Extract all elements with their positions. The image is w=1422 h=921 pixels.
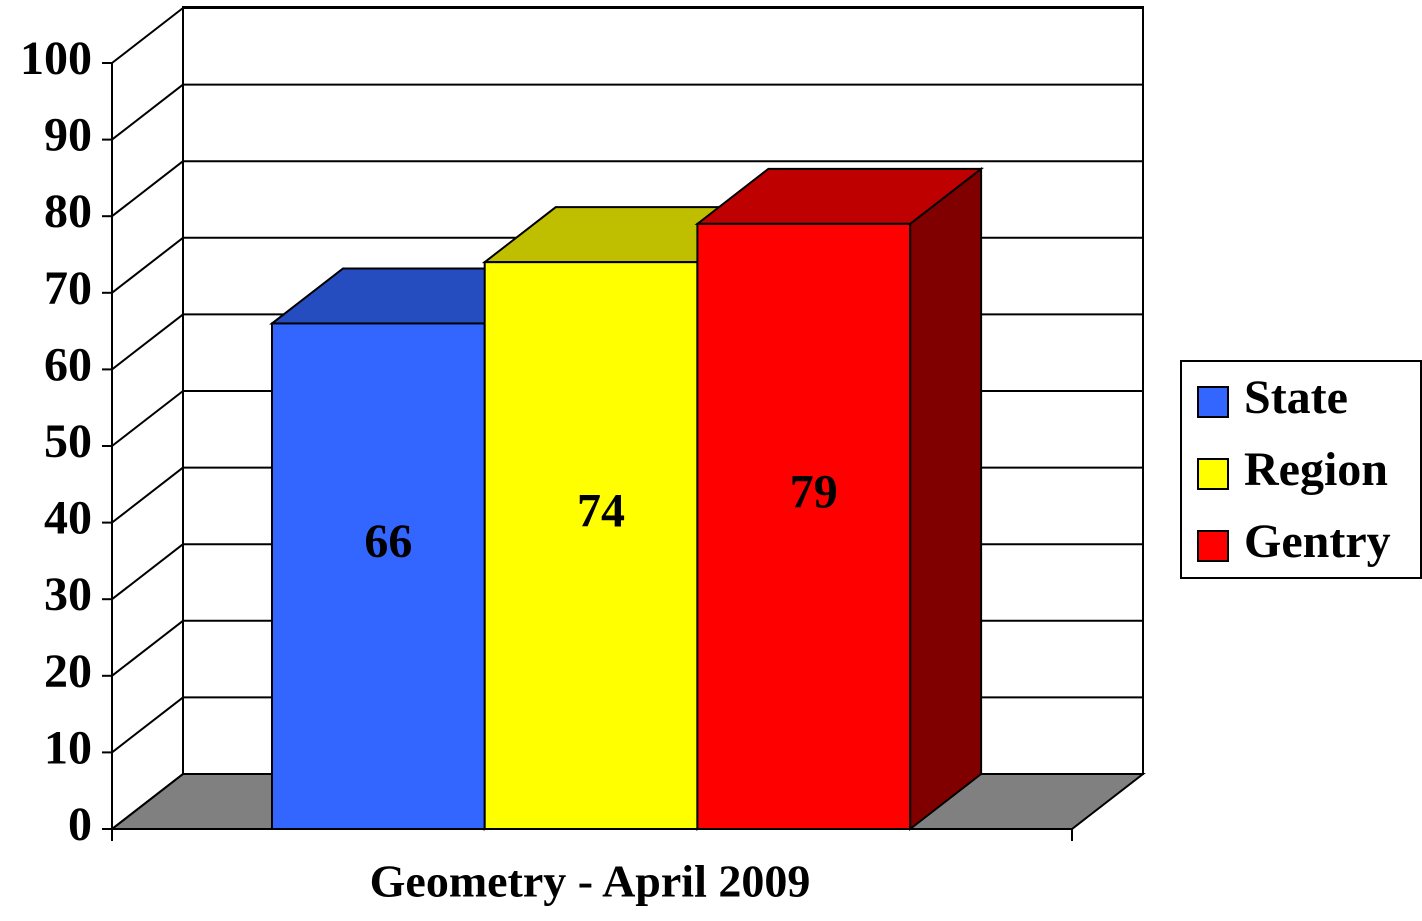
x-tick-label: Geometry - April 2009 xyxy=(370,856,811,907)
grid-line xyxy=(111,390,184,447)
bar xyxy=(696,222,912,831)
legend-label: State xyxy=(1244,371,1348,424)
legend-label: Region xyxy=(1244,443,1388,496)
y-tick-label: 0 xyxy=(68,798,92,851)
y-tick-label: 10 xyxy=(44,721,92,774)
grid-line xyxy=(111,696,184,754)
y-tick-label: 100 xyxy=(20,32,92,85)
bar xyxy=(483,261,699,831)
grid-line xyxy=(111,466,184,524)
legend-label: Gentry xyxy=(1244,515,1391,568)
grid-line xyxy=(111,83,184,141)
data-label: 79 xyxy=(790,465,838,518)
y-tick-label: 20 xyxy=(44,645,92,698)
grid-line xyxy=(111,7,184,64)
legend-swatch xyxy=(1197,386,1229,418)
y-tick-label: 90 xyxy=(44,109,92,162)
y-tick-label: 30 xyxy=(44,568,92,621)
grid-line xyxy=(111,160,184,217)
y-tick-label: 50 xyxy=(44,415,92,468)
legend-swatch xyxy=(1197,530,1229,562)
grid-line xyxy=(111,313,184,371)
y-tick-label: 80 xyxy=(44,185,92,238)
grid-line xyxy=(111,773,184,830)
grid-line xyxy=(111,543,184,600)
grid-line xyxy=(111,620,184,677)
y-tick-label: 40 xyxy=(44,492,92,545)
data-label: 66 xyxy=(364,515,412,568)
y-tick-label: 60 xyxy=(44,338,92,391)
grid-line xyxy=(111,237,184,294)
y-tick-label: 70 xyxy=(44,262,92,315)
legend-swatch xyxy=(1197,458,1229,490)
bar xyxy=(271,322,486,830)
data-label: 74 xyxy=(577,485,625,538)
bar-side xyxy=(909,166,983,832)
